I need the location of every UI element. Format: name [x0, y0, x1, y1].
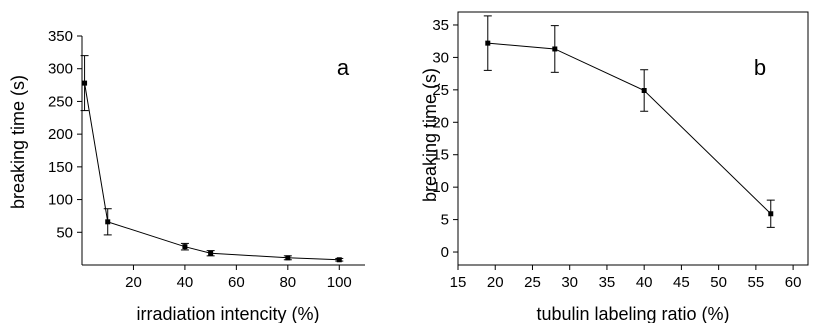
- chart-panel-b: breaking time (s) tubulin labeling ratio…: [420, 11, 809, 323]
- b-series-line-0: [487, 42, 772, 215]
- b-y-tick-label-2: 10: [432, 179, 449, 196]
- a-x-tick-label-0: 20: [125, 274, 142, 291]
- b-y-tick-label-4: 20: [432, 114, 449, 131]
- b-x-tick-label-2: 25: [524, 274, 541, 291]
- a-x-axis-title: irradiation intencity (%): [136, 304, 319, 323]
- b-x-tick-label-1: 20: [487, 274, 504, 291]
- b-data-point-1: [552, 46, 558, 52]
- b-data-point-3: [768, 211, 774, 217]
- a-x-tick-label-3: 80: [279, 274, 296, 291]
- b-plot-frame: [457, 11, 809, 266]
- chart-panel-a: breaking time (s) irradiation intencity …: [8, 28, 365, 323]
- b-y-tick-label-6: 30: [432, 49, 449, 66]
- a-data-point-0: [82, 80, 88, 86]
- a-x-tick-label-2: 60: [228, 274, 245, 291]
- b-x-tick-label-9: 60: [785, 274, 802, 291]
- a-panel-letter: a: [337, 55, 350, 80]
- a-y-axis-title: breaking time (s): [8, 75, 28, 209]
- b-y-tick-label-7: 35: [432, 17, 449, 34]
- a-y-tick-label-6: 350: [48, 28, 73, 45]
- b-x-tick-label-4: 35: [599, 274, 616, 291]
- b-x-tick-label-5: 40: [636, 274, 653, 291]
- a-y-tick-label-2: 150: [48, 159, 73, 176]
- b-panel-letter: b: [754, 55, 766, 80]
- b-data-point-2: [641, 87, 647, 93]
- b-data-point-0: [485, 40, 491, 46]
- a-y-tick-label-3: 200: [48, 126, 73, 143]
- a-y-tick-label-4: 250: [48, 93, 73, 110]
- b-x-tick-label-0: 15: [450, 274, 467, 291]
- a-x-tick-label-1: 40: [177, 274, 194, 291]
- a-data-point-3: [208, 250, 214, 256]
- b-y-tick-label-5: 25: [432, 82, 449, 99]
- b-x-tick-label-8: 55: [748, 274, 765, 291]
- b-x-tick-label-6: 45: [673, 274, 690, 291]
- a-y-tick-label-5: 300: [48, 61, 73, 78]
- a-data-point-5: [336, 257, 342, 263]
- a-y-tick-label-0: 50: [56, 224, 73, 241]
- a-y-tick-label-1: 100: [48, 192, 73, 209]
- b-x-tick-label-7: 50: [710, 274, 727, 291]
- b-x-axis-title: tubulin labeling ratio (%): [536, 304, 729, 323]
- b-y-tick-label-0: 0: [441, 244, 449, 261]
- b-y-tick-label-3: 15: [432, 147, 449, 164]
- a-x-tick-label-4: 100: [327, 274, 352, 291]
- a-data-point-4: [285, 255, 291, 261]
- b-y-tick-label-1: 5: [441, 212, 449, 229]
- a-data-point-1: [105, 219, 111, 225]
- a-data-point-2: [182, 244, 188, 250]
- b-x-tick-label-3: 30: [561, 274, 578, 291]
- b-y-axis-title: breaking time (s): [420, 68, 440, 202]
- a-series-line-0: [84, 83, 340, 261]
